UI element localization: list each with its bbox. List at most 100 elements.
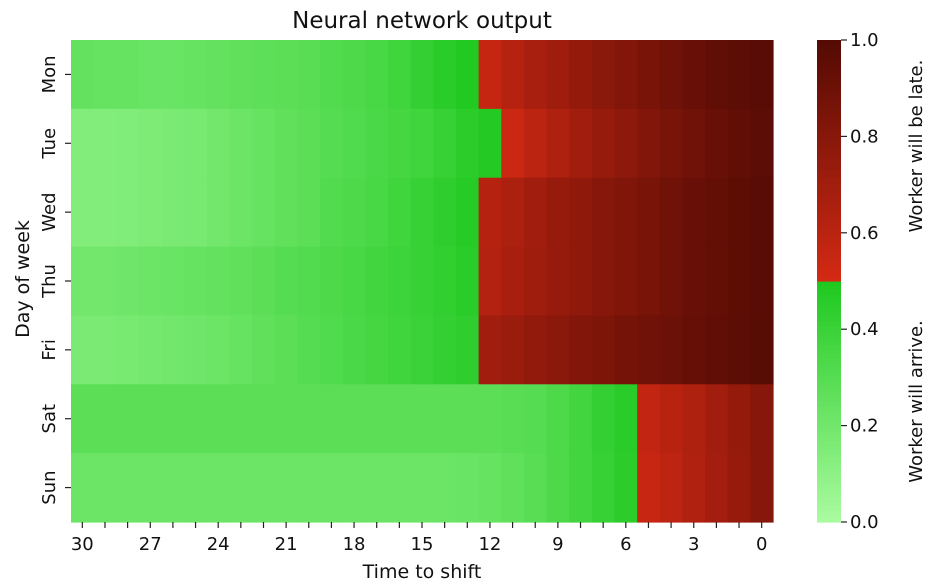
heatmap-cell — [591, 177, 616, 248]
heatmap-cell — [478, 315, 502, 385]
heatmap-cell — [252, 453, 276, 523]
colorbar-tick-label: 0.8 — [850, 126, 879, 147]
colorbar-segment — [817, 192, 841, 198]
heatmap-cell — [569, 246, 593, 317]
heatmap-cell — [455, 246, 480, 317]
colorbar-tick-label: 0.2 — [850, 416, 879, 437]
colorbar-segment — [817, 236, 841, 242]
colorbar-segment — [817, 401, 841, 407]
colorbar-segment — [817, 260, 841, 266]
y-tick-label: Tue — [39, 128, 60, 160]
colorbar-segment — [817, 244, 841, 250]
colorbar-segment — [817, 232, 841, 238]
heatmap-cell — [750, 108, 774, 179]
heatmap-cell — [614, 177, 638, 248]
colorbar-segment — [817, 44, 841, 49]
heatmap-cell — [365, 384, 389, 454]
heatmap-cell — [637, 40, 661, 110]
colorbar-segment — [817, 325, 841, 330]
heatmap-cell — [71, 246, 95, 317]
colorbar-segment — [817, 80, 841, 85]
colorbar-segment — [817, 409, 841, 415]
colorbar-segment — [817, 208, 841, 214]
heatmap-cell — [569, 177, 593, 248]
colorbar-segment — [817, 385, 841, 391]
heatmap-cell — [161, 384, 185, 454]
colorbar-segment — [817, 64, 841, 69]
y-tick-label: Fri — [39, 339, 60, 360]
colorbar-segment — [817, 497, 841, 503]
x-tick-label: 15 — [411, 534, 434, 555]
x-tick-label: 27 — [139, 534, 162, 555]
colorbar-segment — [817, 200, 841, 206]
heatmap-cell — [206, 384, 231, 454]
colorbar-segment — [817, 481, 841, 487]
heatmap-cell — [274, 177, 299, 248]
heatmap-cell — [478, 246, 502, 317]
colorbar-segment — [817, 272, 841, 278]
heatmap-cell — [750, 246, 774, 317]
heatmap-cell — [388, 40, 412, 110]
colorbar-segment — [817, 493, 841, 499]
heatmap-cell — [388, 315, 412, 385]
heatmap-cell — [229, 177, 253, 248]
heatmap-cell — [116, 246, 140, 317]
colorbar-segment — [817, 152, 841, 158]
heatmap-cell — [116, 315, 140, 385]
heatmap-cell — [682, 108, 706, 179]
colorbar-segment — [817, 293, 841, 298]
heatmap-cell — [705, 177, 729, 248]
colorbar-segment — [817, 212, 841, 218]
heatmap-cell — [365, 108, 389, 179]
heatmap-cell — [478, 40, 502, 110]
y-tick-label: Thu — [39, 264, 60, 299]
heatmap-cell — [750, 177, 774, 248]
heatmap-cell — [705, 315, 729, 385]
heatmap-cell — [342, 246, 366, 317]
colorbar-tick-label: 1.0 — [850, 30, 879, 51]
colorbar-segment — [817, 437, 841, 443]
heatmap-cell — [138, 177, 163, 248]
heatmap-cell — [682, 246, 706, 317]
heatmap-cell — [138, 246, 163, 317]
heatmap-cell — [161, 453, 185, 523]
colorbar-segment — [817, 353, 841, 358]
colorbar-segment — [817, 429, 841, 435]
colorbar-segment — [817, 220, 841, 226]
heatmap-cell — [750, 315, 774, 385]
colorbar-segment — [817, 156, 841, 162]
heatmap-cell — [546, 246, 570, 317]
heatmap-cell — [138, 108, 163, 179]
heatmap-cell — [727, 108, 751, 179]
heatmap-cell — [637, 453, 661, 523]
heatmap-cell — [637, 246, 661, 317]
heatmap-cell — [206, 246, 231, 317]
heatmap-cell — [478, 453, 502, 523]
colorbar-segment — [817, 477, 841, 483]
heatmap-cell — [342, 384, 366, 454]
x-tick-label: 9 — [552, 534, 563, 555]
colorbar-tick-label: 0.4 — [850, 319, 879, 340]
heatmap-cell — [184, 315, 208, 385]
heatmap-cell — [229, 246, 253, 317]
heatmap-cell — [320, 315, 344, 385]
colorbar-segment — [817, 297, 841, 302]
heatmap-cell — [410, 108, 434, 179]
colorbar-segment — [817, 317, 841, 322]
heatmap-cell — [501, 177, 525, 248]
colorbar-segment — [817, 357, 841, 362]
heatmap-cell — [591, 246, 616, 317]
heatmap-cell — [637, 108, 661, 179]
heatmap-cells — [71, 40, 774, 523]
heatmap-cell — [682, 177, 706, 248]
colorbar-segment — [817, 264, 841, 270]
heatmap-cell — [161, 40, 185, 110]
x-tick-label: 21 — [275, 534, 298, 555]
x-tick-label: 6 — [620, 534, 631, 555]
colorbar-segment — [817, 413, 841, 419]
heatmap-cell — [252, 108, 276, 179]
heatmap-cell — [455, 384, 480, 454]
heatmap-cell — [705, 453, 729, 523]
colorbar-segment — [817, 84, 841, 89]
colorbar-segment — [817, 373, 841, 378]
